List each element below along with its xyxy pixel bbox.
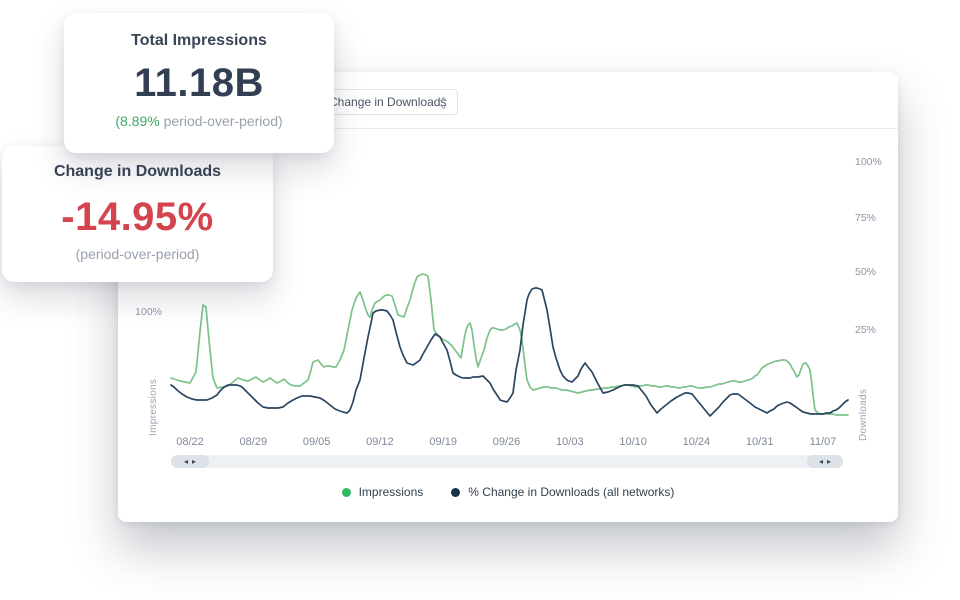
card-title: Total Impressions bbox=[131, 32, 267, 49]
scroll-thumb-right[interactable]: ◂ ▸ bbox=[807, 455, 843, 468]
left-axis-title: Impressions bbox=[148, 378, 159, 436]
x-axis-tick: 10/24 bbox=[682, 436, 711, 448]
chart-scrollbar[interactable]: ◂ ▸ ◂ ▸ bbox=[171, 455, 843, 468]
left-axis-tick: 100% bbox=[135, 306, 162, 318]
legend-dot-icon bbox=[341, 487, 351, 497]
x-axis-tick: 10/10 bbox=[619, 436, 647, 448]
delta-caption: period-over-period) bbox=[159, 113, 283, 129]
scroll-right-icon[interactable]: ▸ bbox=[827, 457, 832, 466]
right-axis-tick: 75% bbox=[855, 212, 877, 224]
card-value: -14.95% bbox=[61, 195, 214, 239]
total-impressions-card: Total Impressions 11.18B (8.89% period-o… bbox=[64, 13, 334, 153]
right-axis-tick: 25% bbox=[855, 324, 877, 336]
delta-percent: (8.89% bbox=[115, 113, 160, 129]
legend-item[interactable]: % Change in Downloads (all networks) bbox=[451, 485, 674, 499]
chart-region: 100% Impressions Downloads 100% 75% 50% 25%… bbox=[118, 72, 898, 522]
header-divider bbox=[118, 128, 898, 129]
legend-dot-icon bbox=[451, 487, 461, 497]
x-axis-tick: 09/05 bbox=[302, 436, 331, 448]
chevron-updown-icon bbox=[440, 96, 447, 110]
downloads-change-line bbox=[170, 287, 849, 417]
x-axis-tick: 08/29 bbox=[239, 436, 268, 448]
change-downloads-card: Change in Downloads -14.95% (period-over… bbox=[2, 146, 273, 282]
x-axis-tick: 10/03 bbox=[556, 436, 584, 448]
card-value: 11.18B bbox=[134, 61, 264, 105]
scroll-thumb-left[interactable]: ◂ ▸ bbox=[171, 455, 209, 468]
line-chart bbox=[170, 273, 849, 417]
impressions-line bbox=[170, 273, 849, 416]
chart-legend: Impressions % Change in Downloads (all ne… bbox=[118, 485, 898, 499]
legend-label: Impressions bbox=[358, 485, 424, 499]
legend-item[interactable]: Impressions bbox=[341, 485, 424, 499]
x-axis-tick: 09/12 bbox=[366, 436, 394, 448]
right-axis-title: Downloads bbox=[858, 388, 869, 441]
scroll-right-icon[interactable]: ▸ bbox=[192, 457, 197, 466]
x-axis-tick: 08/22 bbox=[176, 436, 204, 448]
x-axis-tick: 10/31 bbox=[745, 436, 774, 448]
scroll-left-icon[interactable]: ◂ bbox=[183, 457, 188, 466]
scroll-left-icon[interactable]: ◂ bbox=[818, 457, 823, 466]
metric-select-label: % Change in Downloads bbox=[315, 95, 447, 109]
x-axis-tick: 09/19 bbox=[429, 436, 457, 448]
card-subtitle: (period-over-period) bbox=[75, 246, 200, 262]
card-subtitle: (8.89% period-over-period) bbox=[64, 113, 334, 129]
right-axis-tick: 50% bbox=[855, 266, 877, 278]
x-axis-tick: 09/26 bbox=[492, 436, 521, 448]
right-axis-tick: 100% bbox=[855, 156, 882, 168]
card-title: Change in Downloads bbox=[53, 163, 222, 180]
x-axis-tick: 11/07 bbox=[809, 436, 837, 448]
legend-label: % Change in Downloads (all networks) bbox=[468, 485, 675, 499]
